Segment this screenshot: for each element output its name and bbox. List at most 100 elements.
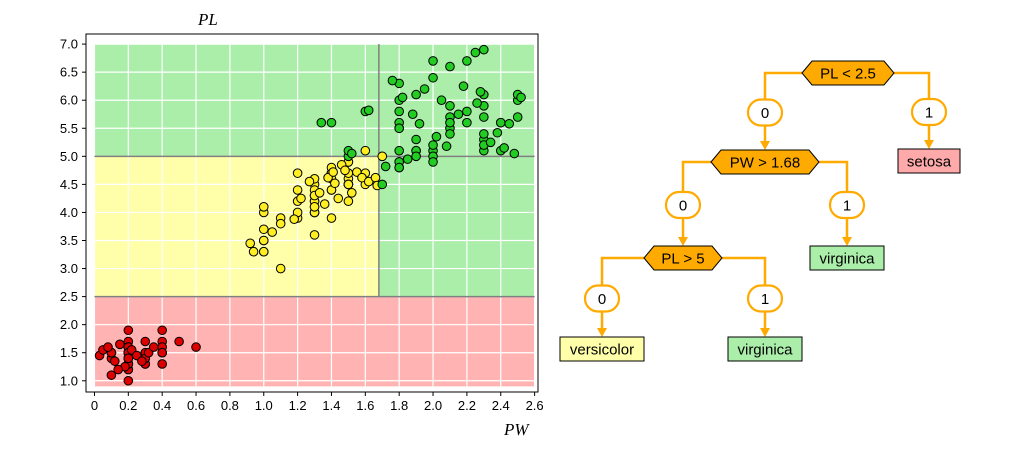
point-virginica xyxy=(479,129,489,139)
point-virginica xyxy=(472,98,482,108)
point-versicolor xyxy=(296,193,306,204)
point-versicolor xyxy=(289,214,300,224)
point-virginica xyxy=(407,109,418,120)
decision-node xyxy=(643,245,723,271)
x-tick-label: 1.4 xyxy=(322,398,340,413)
point-virginica xyxy=(516,92,526,103)
point-virginica xyxy=(363,105,374,116)
x-tick-label: 1.6 xyxy=(356,398,374,413)
point-virginica xyxy=(485,137,496,148)
tree-edges: 0 1 0 1 0 1 xyxy=(583,71,948,337)
point-versicolor xyxy=(326,213,337,223)
point-setosa xyxy=(140,336,151,347)
point-versicolor xyxy=(275,263,286,274)
x-axis-ticks: 0 0.2 0.4 0.6 0.8 1.0 1.2 1.4 1.6 1.8 2.0 2.2 2.4 2.6 xyxy=(91,392,544,413)
point-versicolor xyxy=(267,227,278,237)
leaf-node xyxy=(559,336,645,362)
x-tick-label: 2.4 xyxy=(492,398,510,413)
point-versicolor xyxy=(343,196,354,207)
y-axis-ticks: 1.0 1.5 2.0 2.5 3.0 3.5 4.0 4.5 5.0 5.5 6.0 6.5 7.0 xyxy=(60,37,86,388)
point-versicolor xyxy=(248,246,259,257)
point-virginica xyxy=(462,117,472,128)
leaf-node xyxy=(897,148,961,174)
point-virginica xyxy=(445,101,455,111)
y-tick-label: 5.5 xyxy=(60,121,78,136)
y-tick-label: 6.5 xyxy=(60,65,78,80)
point-virginica xyxy=(394,162,404,173)
y-tick-label: 5.0 xyxy=(60,149,78,164)
point-setosa xyxy=(157,359,167,369)
point-virginica xyxy=(504,118,515,129)
point-versicolor xyxy=(328,167,338,177)
plot-frame xyxy=(85,33,539,393)
grid-lines xyxy=(93,43,536,387)
point-versicolor xyxy=(319,199,330,209)
point-virginica xyxy=(441,141,452,152)
point-virginica xyxy=(445,129,455,139)
point-virginica xyxy=(411,151,421,162)
point-virginica xyxy=(428,72,438,83)
point-virginica xyxy=(346,148,357,159)
y-axis-label: PL xyxy=(197,10,218,29)
point-virginica xyxy=(445,61,455,72)
point-setosa xyxy=(191,342,201,352)
scatter-plot: 0 0.2 0.4 0.6 0.8 1.0 1.2 1.4 1.6 1.8 2.0 2.2 2.4 2.6… xyxy=(60,10,544,439)
point-virginica xyxy=(414,118,425,129)
point-virginica xyxy=(387,75,398,86)
tree-edge-arrow xyxy=(842,237,852,246)
edge-label: 0 xyxy=(598,291,606,308)
y-tick-label: 3.0 xyxy=(60,261,78,276)
y-tick-label: 7.0 xyxy=(60,37,78,52)
tree-edge-arrow xyxy=(597,328,607,337)
point-virginica xyxy=(380,161,391,172)
x-tick-label: 0.4 xyxy=(153,398,171,413)
point-versicolor xyxy=(292,185,303,195)
x-tick-label: 1.2 xyxy=(289,398,307,413)
y-tick-label: 1.5 xyxy=(60,345,78,360)
tree-edge-arrow xyxy=(924,140,934,149)
split-lines xyxy=(94,44,535,298)
point-versicolor xyxy=(258,246,269,257)
point-versicolor xyxy=(343,179,354,190)
leaf-node-label: virginica xyxy=(819,251,875,268)
point-virginica xyxy=(509,148,520,159)
point-virginica xyxy=(475,86,486,97)
point-versicolor xyxy=(377,151,388,162)
y-tick-label: 2.5 xyxy=(60,289,78,304)
edge-label: 1 xyxy=(843,198,851,215)
point-versicolor xyxy=(346,187,357,198)
point-virginica xyxy=(492,127,503,138)
edge-label-box xyxy=(746,284,784,313)
point-versicolor xyxy=(292,168,303,178)
point-virginica xyxy=(411,89,421,100)
point-virginica xyxy=(316,117,327,128)
edge-label: 0 xyxy=(679,198,687,215)
edge-label-box xyxy=(828,190,866,220)
y-tick-label: 2.0 xyxy=(60,317,78,332)
point-setosa xyxy=(115,339,125,350)
point-virginica xyxy=(326,117,337,128)
point-virginica xyxy=(462,106,472,117)
region-virginica xyxy=(378,44,535,297)
decision-node xyxy=(710,149,820,175)
point-virginica xyxy=(479,44,489,55)
point-versicolor xyxy=(314,187,325,198)
point-virginica xyxy=(458,81,469,91)
leaf-node xyxy=(809,245,885,271)
edge-label-box xyxy=(746,98,784,127)
y-tick-label: 1.0 xyxy=(60,373,78,388)
edge-label-box xyxy=(910,97,948,127)
point-setosa xyxy=(113,364,123,375)
point-setosa xyxy=(157,325,167,336)
x-tick-label: 2.0 xyxy=(424,398,442,413)
region-setosa xyxy=(94,296,535,387)
point-versicolor xyxy=(330,178,340,189)
edge-label-box xyxy=(664,190,702,220)
point-virginica xyxy=(499,143,509,153)
x-tick-label: 2.6 xyxy=(526,398,544,413)
point-setosa xyxy=(123,353,134,364)
x-axis-label: PW xyxy=(503,420,530,439)
x-tick-label: 1.0 xyxy=(255,398,273,413)
x-tick-label: 2.2 xyxy=(458,398,476,413)
